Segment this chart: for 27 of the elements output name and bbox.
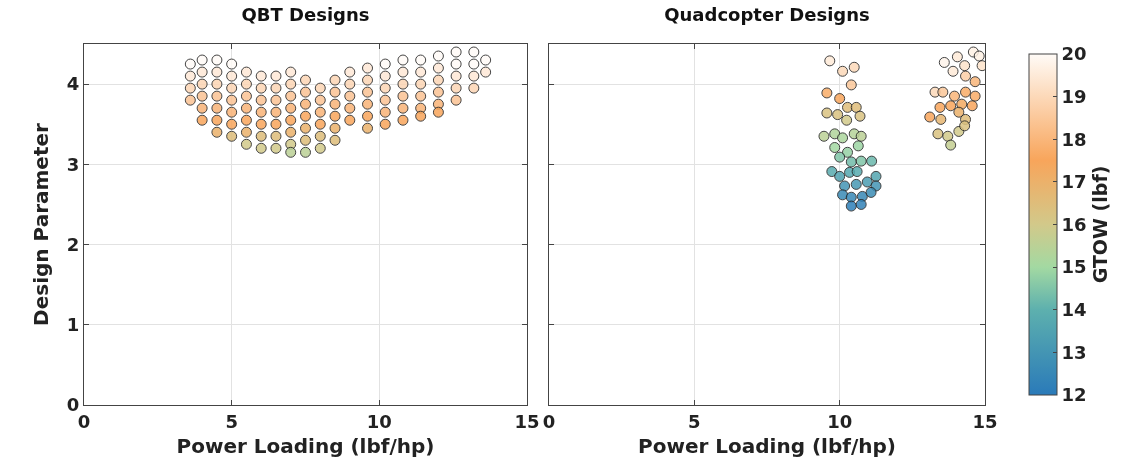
color-bar-label: 12 (1061, 384, 1087, 406)
x-axis-title: Power Loading (lbf/hp) (638, 434, 896, 459)
x-tick-label: 10 (827, 410, 853, 432)
color-bar-label: 17 (1061, 171, 1087, 193)
color-bar-label: 16 (1061, 213, 1087, 235)
y-tick-label: 4 (66, 73, 80, 95)
chart-title: QBT Designs (241, 3, 370, 25)
color-bar-label: 14 (1061, 299, 1087, 321)
x-tick-label: 15 (972, 410, 998, 432)
color-bar-label: 15 (1061, 256, 1087, 278)
color-bar-label: 13 (1061, 341, 1087, 363)
x-tick-label: 15 (514, 410, 540, 432)
color-bar-label: 18 (1061, 128, 1087, 150)
x-tick-label: 10 (366, 410, 392, 432)
color-bar-title: GTOW (lbf) (1088, 165, 1111, 284)
color-bar-label: 20 (1061, 43, 1087, 65)
x-axis-title: Power Loading (lbf/hp) (176, 434, 435, 459)
chart-title: Quadcopter Designs (664, 3, 870, 25)
y-axis-title: Design Parameter (29, 122, 54, 326)
y-tick-label: 1 (66, 314, 80, 336)
color-bar-label: 19 (1061, 85, 1087, 107)
x-tick-label: 5 (688, 410, 701, 432)
x-tick-label: 0 (542, 410, 556, 432)
y-tick-label: 2 (66, 233, 80, 255)
x-tick-label: 5 (225, 410, 238, 432)
y-tick-label: 0 (66, 394, 80, 416)
y-tick-label: 3 (66, 153, 80, 175)
